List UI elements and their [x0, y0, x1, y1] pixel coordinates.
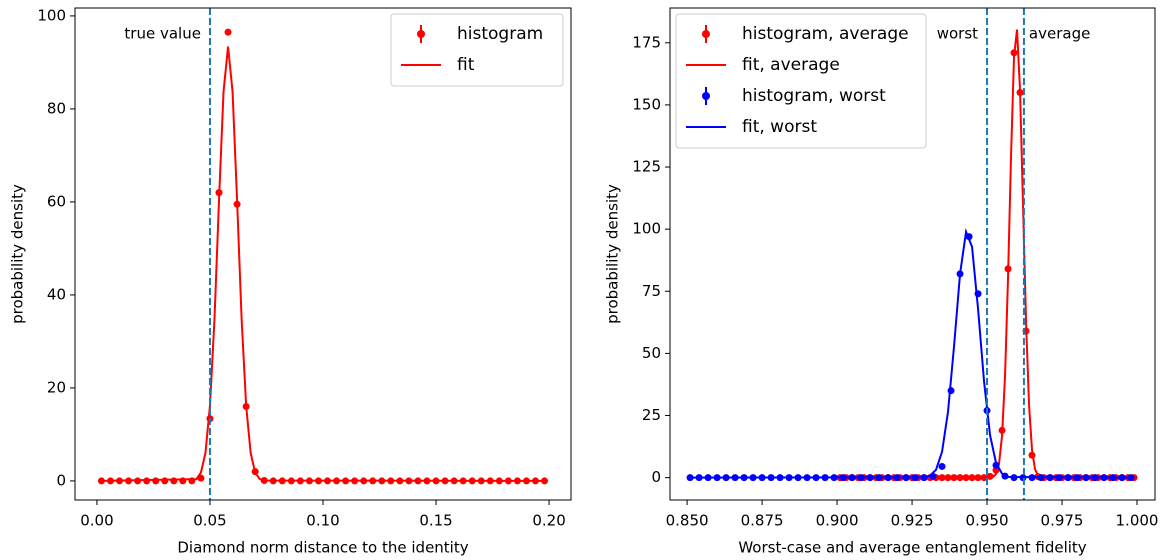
y-tick-label: 40 [47, 285, 66, 303]
plot-area [97, 8, 549, 500]
x-tick-label: 0.900 [816, 512, 859, 530]
y-tick-label: 125 [632, 158, 661, 176]
x-tick-label: 0.15 [419, 512, 452, 530]
x-tick-label: 0.950 [966, 512, 1009, 530]
x-tick-label: 0.00 [80, 512, 113, 530]
histogram-point [161, 477, 169, 485]
reference-label: average [1029, 25, 1090, 43]
reference-label: true value [124, 25, 201, 43]
x-tick-label: 0.05 [193, 512, 226, 530]
y-tick-label: 60 [47, 192, 66, 210]
legend: histogram, average fit, average histogram,… [675, 13, 927, 149]
legend-frame [675, 13, 927, 149]
y-tick-label: 150 [632, 95, 661, 113]
subplot: 0.00 0.05 0.10 0.15 0.20 0 20 40 60 80 100 Diamond … [9, 6, 572, 557]
y-tick-label: 25 [642, 406, 661, 424]
legend-label: histogram, average [742, 24, 909, 44]
reference-label: worst [937, 25, 978, 43]
legend-frame [390, 13, 564, 87]
x-axis-label: Diamond norm distance to the identity [177, 539, 468, 557]
axes-frame [74, 7, 572, 501]
legend: histogram fit [390, 13, 564, 87]
legend-label: histogram [457, 24, 543, 44]
x-tick-label: 0.875 [741, 512, 784, 530]
y-tick-label: 20 [47, 378, 66, 396]
y-tick-label: 175 [632, 33, 661, 51]
y-tick-label: 100 [37, 6, 66, 24]
x-tick-label: 0.850 [666, 512, 709, 530]
y-tick-label: 50 [642, 344, 661, 362]
fit-line [690, 228, 1132, 479]
axes-frame [669, 7, 1156, 501]
histogram-point [152, 477, 160, 485]
x-tick-label: 1.000 [1116, 512, 1159, 530]
x-tick-label: 0.20 [532, 512, 565, 530]
x-tick-label: 0.925 [891, 512, 934, 530]
y-tick-label: 100 [632, 220, 661, 238]
legend-swatch [702, 30, 710, 38]
y-tick-label: 80 [47, 99, 66, 117]
histogram-point [224, 28, 232, 36]
legend-swatch [702, 92, 710, 100]
x-axis-label: Worst-case and average entanglement fide… [738, 539, 1086, 557]
x-tick-label: 0.975 [1041, 512, 1084, 530]
legend-label: fit, worst [742, 117, 817, 137]
y-tick-label: 0 [651, 468, 661, 486]
y-axis-label: probability density [604, 184, 622, 324]
subplot: 0.850 0.875 0.900 0.925 0.950 0.975 1.000 0 25 50… [604, 7, 1159, 557]
x-tick-label: 0.10 [306, 512, 339, 530]
y-axis-label: probability density [9, 184, 27, 324]
legend-swatch [417, 30, 425, 38]
y-tick-label: 75 [642, 282, 661, 300]
plot-area [686, 8, 1138, 500]
histogram-point [938, 462, 946, 470]
legend-label: histogram, worst [742, 86, 886, 106]
y-tick-label: 0 [56, 471, 66, 489]
legend-label: fit, average [742, 55, 840, 75]
legend-label: fit [457, 55, 475, 75]
fit-line [101, 46, 545, 482]
